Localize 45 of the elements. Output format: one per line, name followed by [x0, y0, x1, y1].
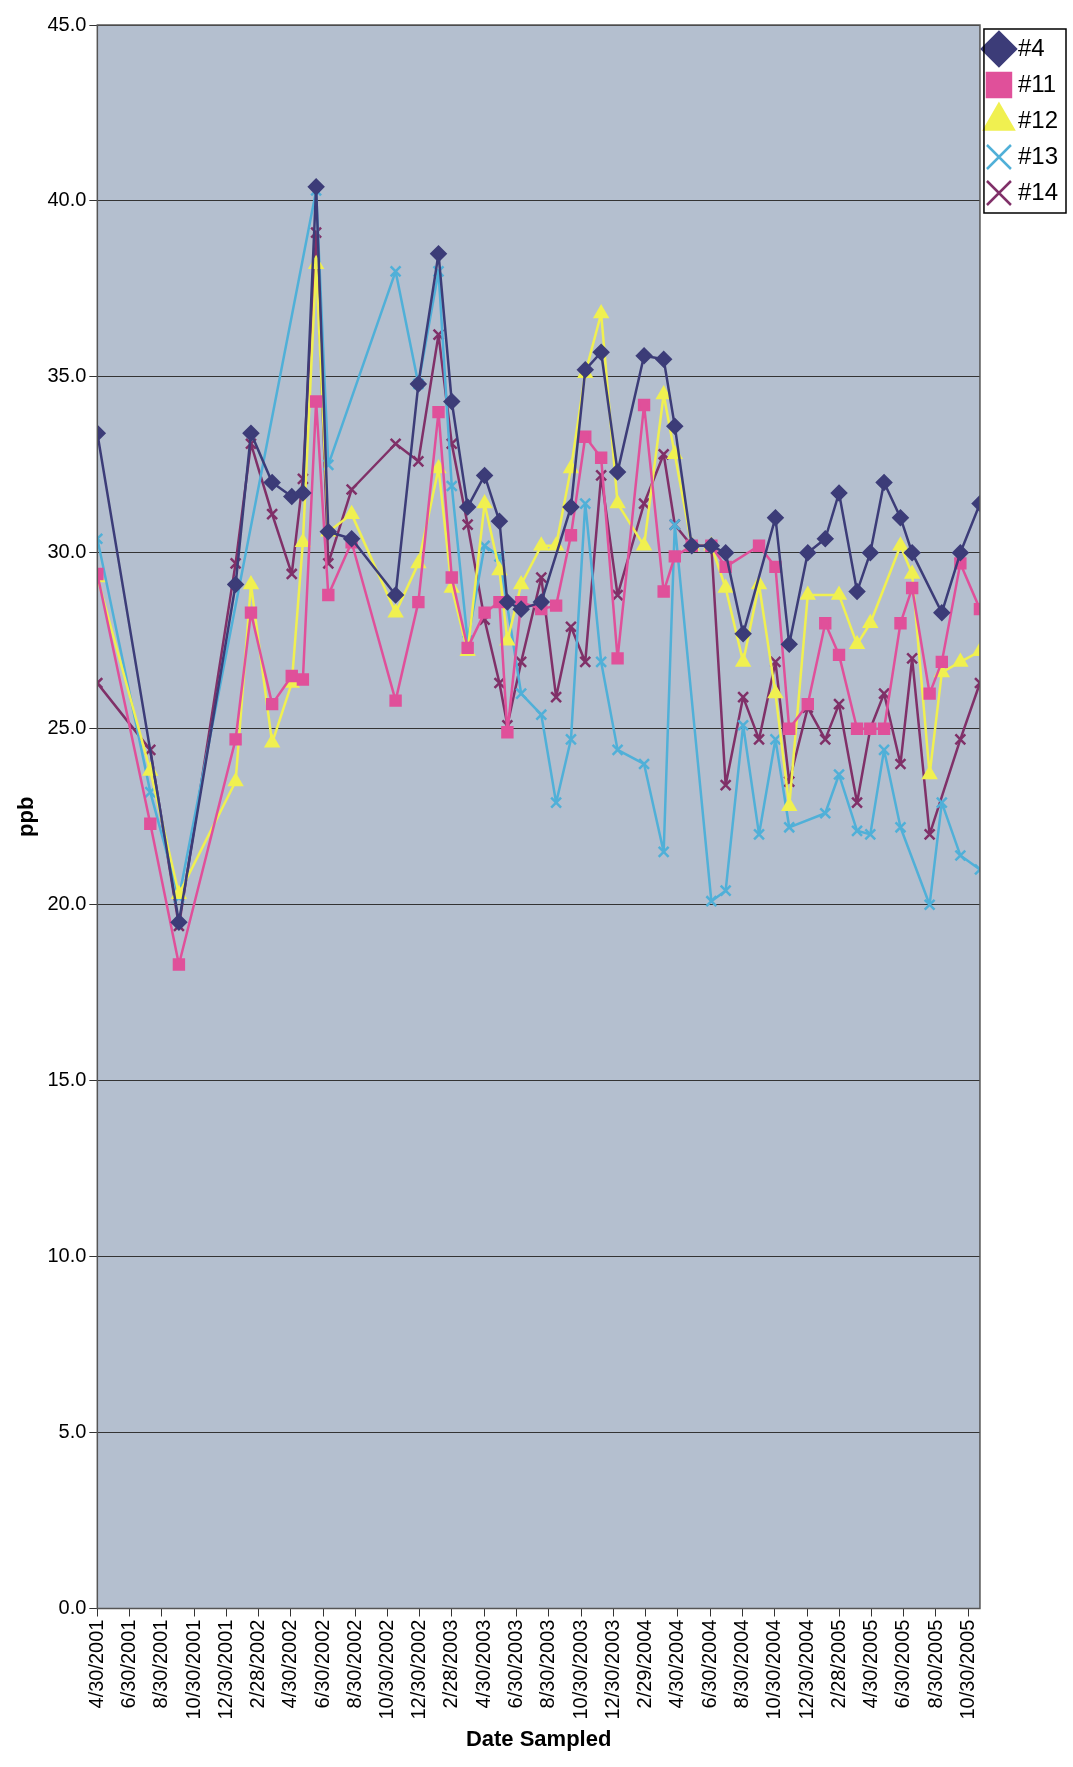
x-tick-label: 8/30/2002 [342, 1619, 365, 1709]
x-axis-title: Date Sampled [465, 1725, 612, 1751]
y-tick-label: 15.0 [47, 1068, 87, 1091]
x-tick-label: 6/30/2004 [697, 1619, 720, 1709]
legend-label: #11 [1017, 69, 1057, 97]
x-tick-label: 6/30/2002 [310, 1619, 333, 1709]
x-tick-label: 2/28/2002 [245, 1619, 268, 1709]
y-tick-label: 45.0 [47, 12, 87, 35]
x-tick-label: 10/30/2002 [375, 1619, 398, 1720]
x-tick-label: 10/30/2004 [762, 1619, 785, 1720]
y-tick-label: 30.0 [47, 540, 87, 563]
x-tick-label: 10/30/2005 [955, 1619, 978, 1720]
legend-label: #12 [1017, 105, 1058, 133]
y-tick-label: 5.0 [58, 1420, 87, 1443]
y-tick-label: 40.0 [47, 188, 87, 211]
x-tick-label: 8/30/2005 [923, 1619, 946, 1709]
x-tick-label: 2/28/2005 [826, 1619, 849, 1709]
x-tick-label: 4/30/2001 [84, 1619, 107, 1709]
y-tick-label: 20.0 [47, 892, 87, 915]
y-tick-label: 10.0 [47, 1244, 87, 1267]
x-tick-label: 8/30/2004 [730, 1619, 753, 1709]
y-tick-label: 25.0 [47, 716, 87, 739]
y-tick-label: 0.0 [58, 1596, 87, 1619]
legend-label: #4 [1017, 33, 1045, 61]
x-tick-label: 12/30/2001 [214, 1619, 237, 1720]
x-tick-label: 10/30/2001 [181, 1619, 204, 1720]
x-tick-label: 4/30/2002 [278, 1619, 301, 1709]
legend-label: #14 [1017, 177, 1058, 205]
x-tick-label: 4/30/2004 [665, 1619, 688, 1709]
x-tick-label: 2/29/2004 [633, 1619, 656, 1709]
x-tick-label: 6/30/2001 [117, 1619, 140, 1709]
x-tick-label: 2/28/2003 [439, 1619, 462, 1709]
x-tick-label: 12/30/2004 [794, 1619, 817, 1720]
y-tick-label: 35.0 [47, 364, 87, 387]
x-tick-label: 8/30/2001 [149, 1619, 172, 1709]
x-tick-label: 6/30/2003 [503, 1619, 526, 1709]
x-tick-label: 12/30/2003 [600, 1619, 623, 1720]
x-tick-label: 12/30/2002 [407, 1619, 430, 1720]
x-tick-label: 4/30/2005 [858, 1619, 881, 1709]
legend-label: #13 [1017, 141, 1058, 169]
x-tick-label: 6/30/2005 [891, 1619, 914, 1709]
x-tick-label: 8/30/2003 [536, 1619, 559, 1709]
x-tick-label: 4/30/2003 [471, 1619, 494, 1709]
y-axis-title: ppb [13, 796, 39, 837]
x-tick-label: 10/30/2003 [568, 1619, 591, 1720]
